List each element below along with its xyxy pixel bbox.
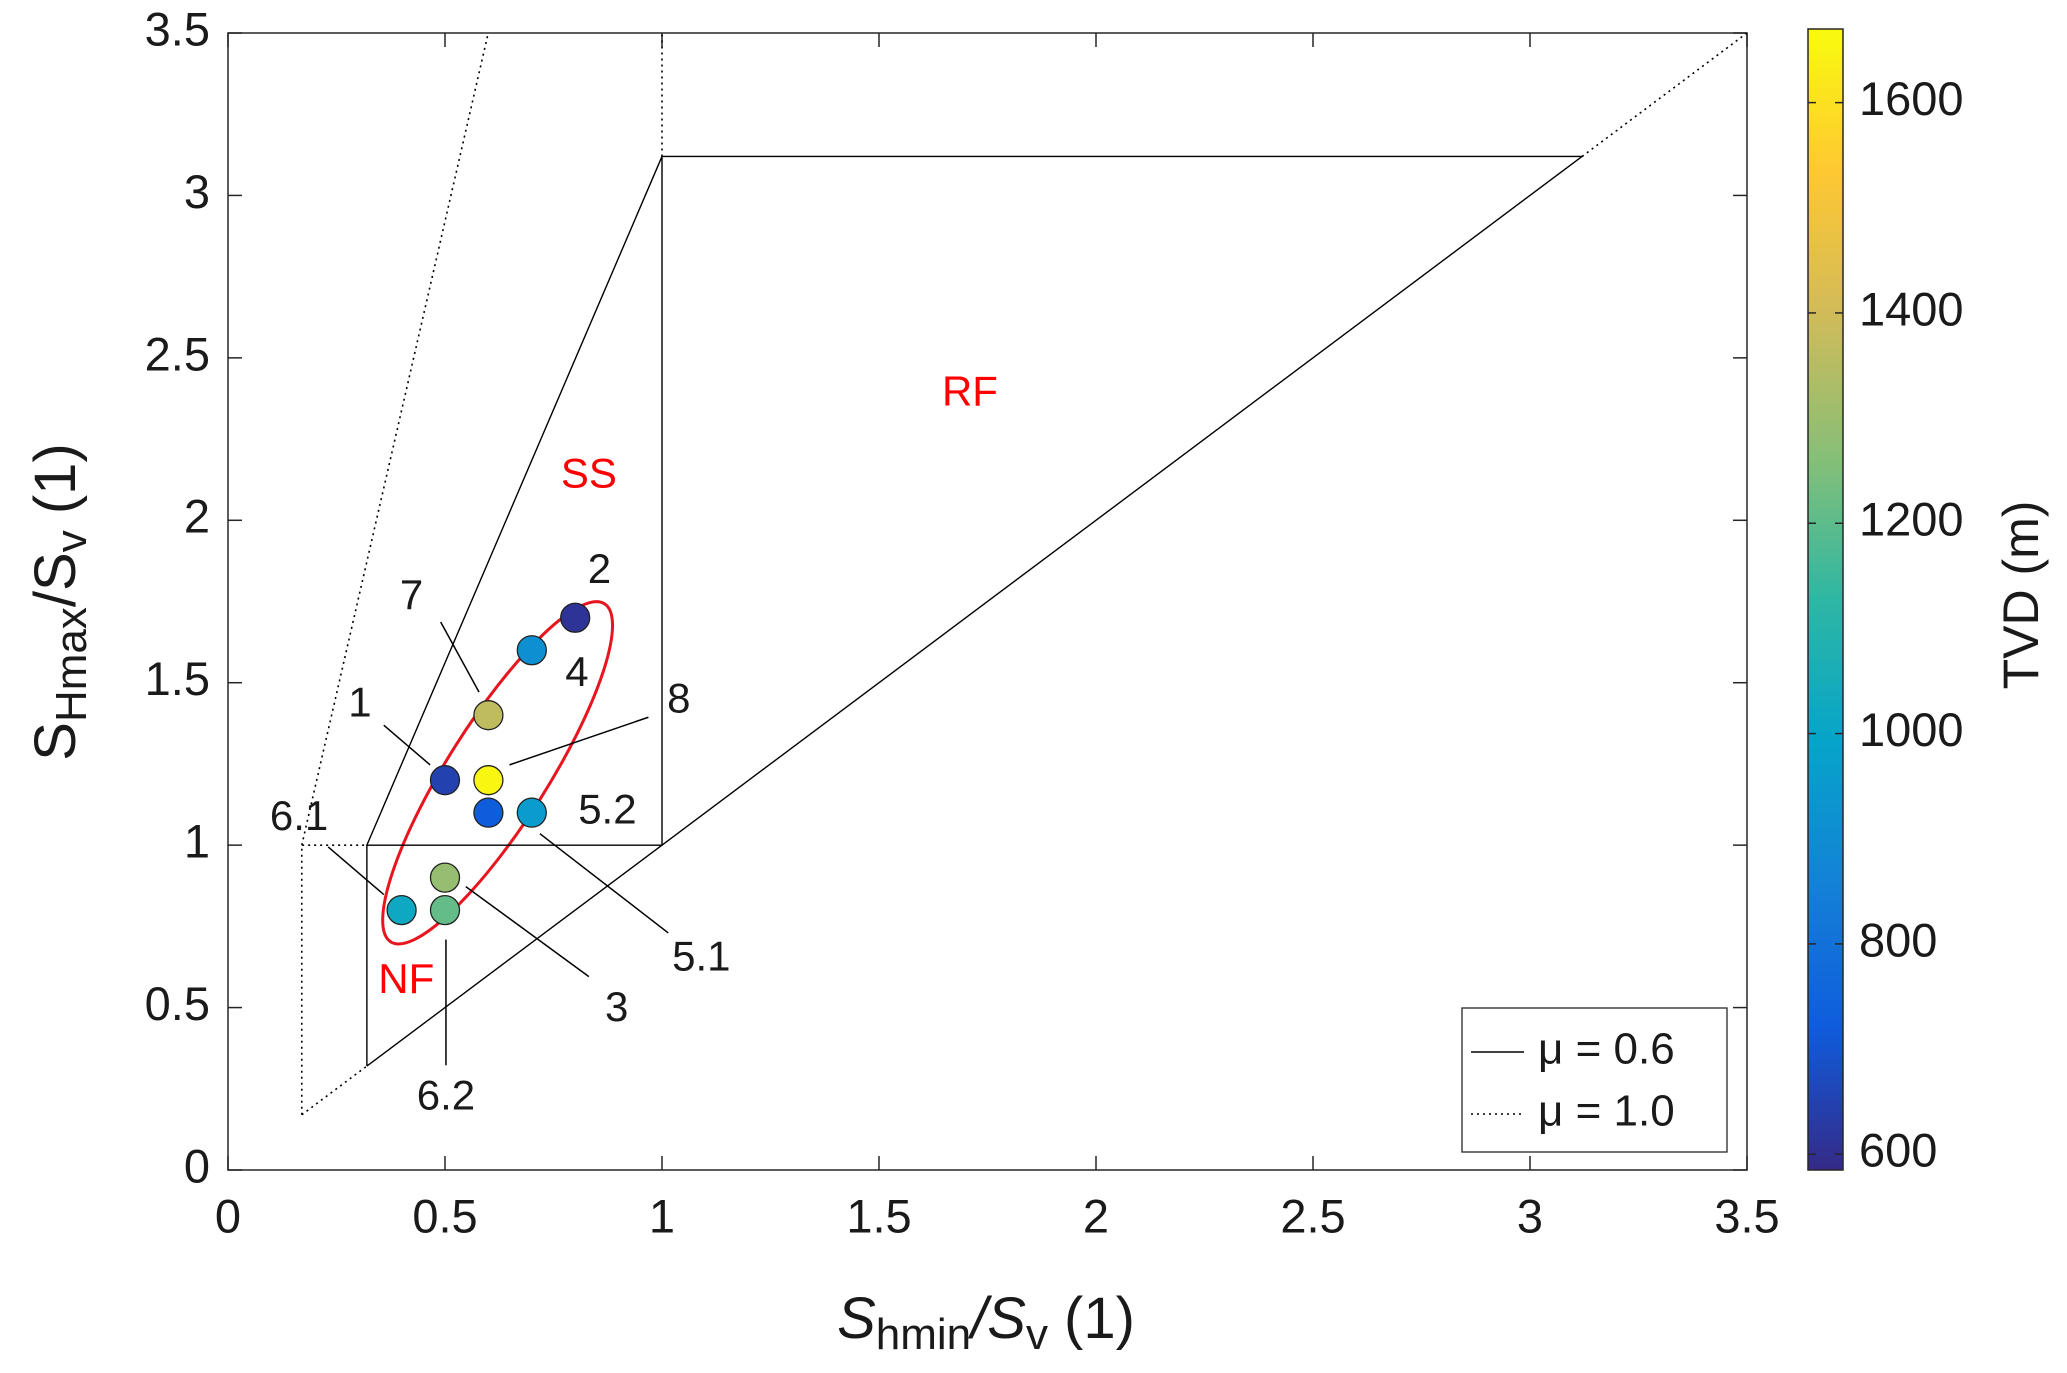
y-label-sub: Hmax [47,607,96,722]
x-tick-label: 1 [649,1189,675,1242]
point-label: 3 [605,983,628,1030]
data-point [473,765,504,796]
colorbar-tick-label: 800 [1859,913,1937,966]
x-tick-label: 0 [215,1189,241,1242]
data-point [473,797,504,828]
y-tick-label: 3.5 [145,2,210,55]
y-label-part: (1) [23,443,88,530]
data-point [386,894,417,926]
data-point [429,862,461,893]
x-axis-label: Shmin/Sv (1) [837,1286,1135,1358]
y-tick-label: 1.5 [145,652,210,705]
data-point [516,635,547,666]
legend-label: μ = 1.0 [1538,1087,1675,1136]
point-label: 7 [400,571,423,618]
colorbar-tick-label: 1400 [1859,282,1964,335]
colorbar-tick-label: 1600 [1859,72,1964,125]
x-tick-label: 3.5 [1714,1189,1779,1242]
leader-line [539,833,669,934]
limit-line [300,33,1747,1116]
leader-line [509,716,649,766]
point-label: 5.1 [672,932,730,979]
data-point [560,602,591,633]
x-label-part: (1) [1048,1286,1135,1351]
point-label: 8 [667,674,690,721]
region-label: NF [378,955,434,1002]
x-label-sub: v [1026,1310,1048,1359]
y-label-part: S [23,722,88,761]
x-tick-label: 3 [1517,1189,1543,1242]
point-label: 6.1 [270,792,328,839]
x-tick-label: 2 [1083,1189,1109,1242]
leader-line [383,724,431,766]
x-tick-label: 2.5 [1280,1189,1345,1242]
data-point [429,894,461,926]
y-label-sub: v [47,530,96,552]
region-label: SS [561,449,617,496]
limit-line [366,155,1585,1067]
leader-line [465,886,590,978]
leader-line [440,621,480,693]
region-label: RF [942,367,998,414]
y-tick-label: 0.5 [145,977,210,1030]
point-label: 1 [348,678,371,725]
x-label-sub: hmin [876,1310,971,1359]
y-label-part: /S [23,552,88,607]
x-label-part: S [837,1286,876,1351]
y-tick-label: 2.5 [145,327,210,380]
y-tick-label: 1 [184,815,210,868]
legend-label: μ = 0.6 [1538,1025,1675,1074]
cluster-ellipse [381,600,615,946]
data-point [516,797,547,828]
y-axis-label: SHmax/Sv (1) [23,443,95,760]
x-tick-label: 0.5 [412,1189,477,1242]
leader-line [327,846,385,896]
point-label: 4 [565,648,588,695]
legend-box [1461,1007,1728,1153]
y-tick-label: 0 [184,1139,210,1192]
reference-lines [300,33,1747,1116]
y-tick-label: 3 [184,165,210,218]
colorbar [1807,28,1844,1171]
colorbar-tick-label: 1000 [1859,703,1964,756]
colorbar-tick-label: 600 [1859,1124,1937,1177]
data-point [473,700,504,731]
y-tick-label: 2 [184,490,210,543]
colorbar-label: TVD (m) [1993,501,2049,690]
x-tick-label: 1.5 [846,1189,911,1242]
point-label: 5.2 [578,786,636,833]
data-point [429,765,461,796]
point-label: 6.2 [417,1071,475,1118]
colorbar-tick-label: 1200 [1859,493,1964,546]
point-label: 2 [588,545,611,592]
x-label-part: /S [967,1286,1026,1351]
